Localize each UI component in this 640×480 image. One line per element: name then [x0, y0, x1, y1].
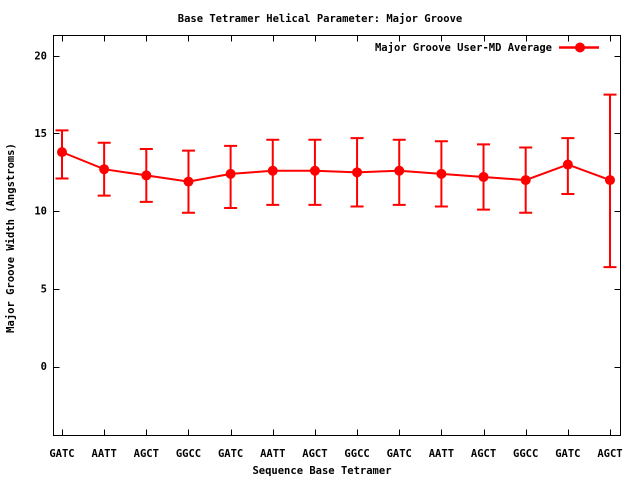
chart-title: Base Tetramer Helical Parameter: Major G… — [178, 13, 462, 25]
y-tick-labels: 0 5 10 15 20 — [34, 50, 47, 373]
x-tick-label: GATC — [387, 448, 412, 460]
x-tick-label: GGCC — [176, 448, 201, 460]
x-tick-labels: GATC AATT AGCT GGCC GATC AATT AGCT GGCC GATC AATT… — [49, 448, 622, 460]
data-point-marker — [267, 165, 278, 176]
y-tick-label: 10 — [34, 206, 47, 218]
x-tick-label: GGCC — [344, 448, 369, 460]
x-tick-label: GATC — [49, 448, 74, 460]
data-point-marker — [562, 159, 573, 170]
data-point-marker — [57, 147, 67, 158]
legend-label: Major Groove User-MD Average — [375, 42, 552, 54]
legend-line-sample-icon — [559, 42, 599, 53]
data-point-marker — [309, 165, 320, 176]
data-series-major-groove — [55, 93, 617, 269]
y-axis-label: Major Groove Width (Angstroms) — [5, 143, 17, 333]
x-axis-label: Sequence Base Tetramer — [252, 465, 391, 477]
x-tick-label: AATT — [429, 448, 454, 460]
data-point-marker — [520, 175, 531, 186]
x-tick-label: AATT — [92, 448, 117, 460]
y-tick-label: 20 — [34, 50, 47, 62]
x-tick-label: GATC — [218, 448, 243, 460]
data-point-marker — [352, 167, 363, 178]
data-point-marker — [225, 168, 236, 179]
y-tick-label: 15 — [34, 128, 47, 140]
data-point-marker — [99, 164, 110, 175]
data-point-marker — [478, 171, 489, 182]
x-tick-label: AGCT — [134, 448, 159, 460]
y-tick-label: 5 — [41, 283, 47, 295]
data-point-marker — [605, 175, 616, 186]
x-tick-label: AGCT — [471, 448, 496, 460]
x-tick-label: GGCC — [513, 448, 538, 460]
y-tick-label: 0 — [41, 361, 47, 373]
data-point-marker — [183, 176, 194, 187]
data-point-marker — [436, 168, 447, 179]
data-point-marker — [141, 170, 152, 181]
data-point-marker — [394, 165, 405, 176]
plot-frame — [53, 35, 621, 436]
x-tick-label: GATC — [555, 448, 580, 460]
x-tick-label: AGCT — [597, 448, 622, 460]
x-tick-label: AATT — [260, 448, 285, 460]
x-tick-label: AGCT — [302, 448, 327, 460]
